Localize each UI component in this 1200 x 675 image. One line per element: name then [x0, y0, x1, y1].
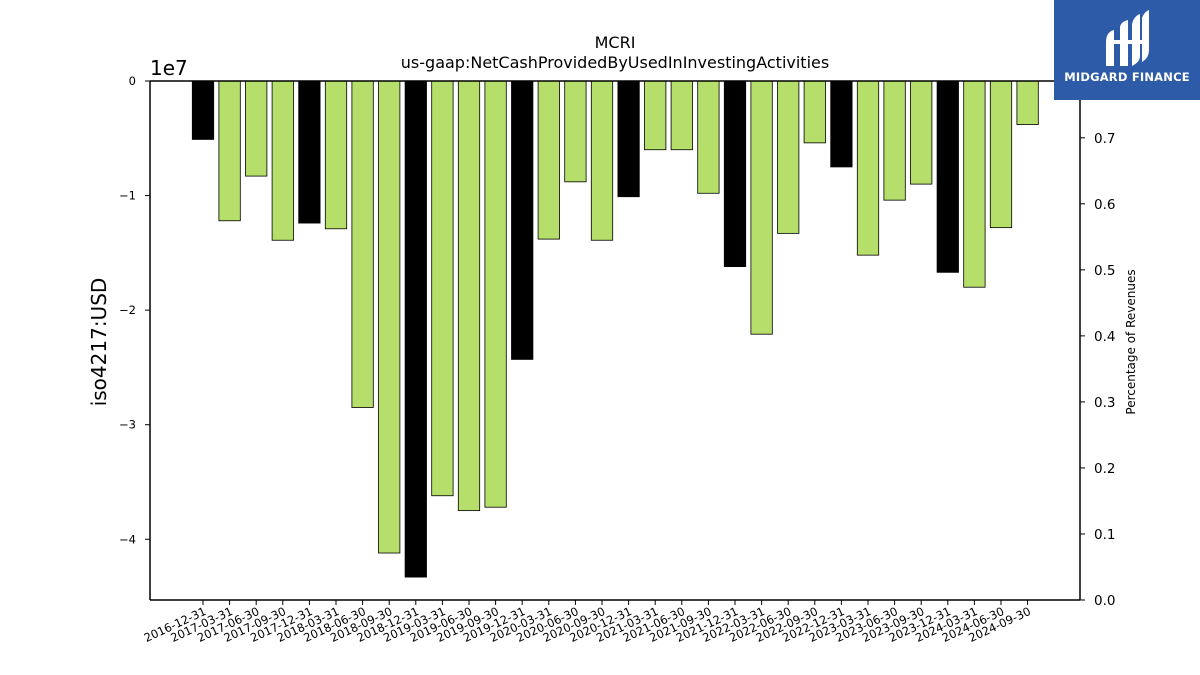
y-tick-label: 0 [129, 74, 136, 88]
bar-2020-06-30 [564, 80, 587, 183]
y-tick-label: −4 [119, 532, 136, 546]
midgard-mh-logo-icon [1106, 10, 1149, 66]
bar-2017-12-31 [298, 80, 321, 224]
chart-title: MCRI [594, 33, 636, 52]
y2-tick-label: 0.5 [1094, 263, 1115, 279]
bar-2019-06-30 [457, 80, 481, 512]
bar-2018-03-31 [324, 80, 348, 230]
bar-2021-03-31 [644, 80, 667, 151]
bar-2017-09-30 [271, 80, 294, 241]
bar-2019-09-30 [484, 80, 507, 508]
bar-2021-06-30 [670, 80, 693, 151]
bar-2018-06-30 [351, 80, 374, 408]
bar-2023-06-30 [883, 80, 906, 201]
bar-2018-09-30 [378, 80, 401, 554]
bar-2023-09-30 [910, 80, 933, 185]
y2-tick-label: 0.1 [1094, 527, 1115, 543]
bar-2023-12-31 [936, 80, 959, 273]
y2-tick-label: 0.7 [1094, 131, 1115, 147]
y-axis-label: iso4217:USD [87, 277, 111, 407]
logo-text: MIDGARD FINANCE [1064, 70, 1190, 84]
y2-tick-label: 0.3 [1094, 395, 1115, 411]
bars-group [191, 80, 1039, 578]
y-tick-label: −3 [119, 418, 136, 432]
bar-2017-03-31 [218, 80, 241, 222]
x-axis-ticks: 2016-12-312017-03-312017-06-302017-09-30… [142, 600, 1033, 645]
bar-2021-09-30 [697, 80, 720, 194]
bar-2024-09-30 [1016, 80, 1039, 125]
bar-2016-12-31 [191, 80, 215, 140]
bar-2024-06-30 [989, 80, 1013, 229]
bar-2022-03-31 [750, 80, 773, 335]
bar-2020-03-31 [537, 80, 560, 240]
bar-2020-09-30 [590, 80, 614, 241]
bar-2021-12-31 [723, 80, 747, 268]
y2-tick-label: 0.2 [1094, 461, 1115, 477]
y2-tick-label: 0.0 [1094, 593, 1115, 609]
y-axis-ticks: 0 −1 −2 −3 −4 [119, 74, 150, 546]
chart-subtitle: us-gaap:NetCashProvidedByUsedInInvesting… [400, 53, 830, 72]
y2-axis-ticks: 0.0 0.1 0.2 0.3 0.4 0.5 0.6 0.7 [1080, 131, 1115, 609]
bar-2018-12-31 [404, 80, 427, 578]
y2-tick-label: 0.4 [1094, 329, 1115, 345]
bar-2017-06-30 [245, 80, 268, 177]
bar-2019-12-31 [511, 80, 534, 360]
y-axis-offset-label: 1e7 [150, 56, 188, 80]
midgard-finance-logo: MIDGARD FINANCE [1054, 0, 1200, 100]
y2-tick-label: 0.6 [1094, 197, 1115, 213]
y-tick-label: −1 [119, 189, 136, 203]
bar-2022-06-30 [777, 80, 800, 234]
bar-2022-12-31 [830, 80, 853, 168]
y-tick-label: −2 [119, 303, 136, 317]
bar-2024-03-31 [963, 80, 986, 288]
bar-2023-03-31 [856, 80, 880, 256]
bar-2019-03-31 [431, 80, 454, 497]
bar-2020-12-31 [617, 80, 640, 198]
y2-axis-label: Percentage of Revenues [1124, 269, 1138, 415]
bar-2022-09-30 [803, 80, 826, 144]
